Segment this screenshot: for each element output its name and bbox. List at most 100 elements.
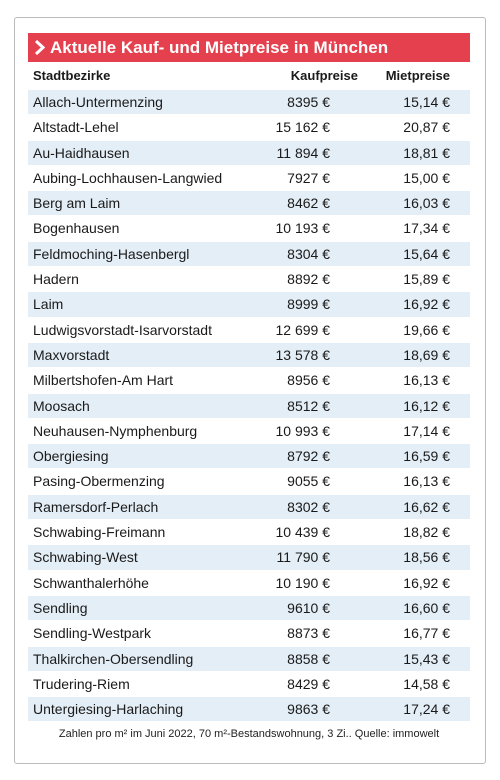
table-row: Au-Haidhausen 11 894 € 18,81 € <box>28 140 470 166</box>
table-cell: 16,92 € <box>403 296 450 313</box>
table-cell: 15,64 € <box>403 245 450 262</box>
table-row: Aubing-Lochhausen-Langwied 7927 € 15,00 € <box>28 166 470 192</box>
table-cell: Pasing-Obermenzing <box>33 473 165 490</box>
table-row: Schwabing-West 11 790 € 18,56 € <box>28 545 470 571</box>
table-cell: 15,14 € <box>403 94 450 110</box>
table-row: Hadern 8892 € 15,89 € <box>28 267 470 293</box>
table-cell: 16,92 € <box>403 574 450 591</box>
table-cell: Thalkirchen-Obersendling <box>33 650 194 667</box>
table-cell: 13 578 € <box>275 346 331 363</box>
table-cell: 15,43 € <box>403 650 450 667</box>
table-row: Pasing-Obermenzing 9055 € 16,13 € <box>28 469 470 495</box>
table-cell: 14,58 € <box>403 675 450 692</box>
frame <box>14 17 486 764</box>
table-cell: 17,34 € <box>403 220 450 237</box>
table-cell: Sendling-Westpark <box>33 625 152 642</box>
table-cell: Moosach <box>33 397 90 414</box>
table-cell: Schwabing-West <box>33 549 138 566</box>
table-cell: 8462 € <box>287 195 330 212</box>
title: Aktuelle Kauf- und Mietpreise in München <box>50 38 389 57</box>
table-cell: 16,13 € <box>403 372 450 389</box>
table-row: Maxvorstadt 13 578 € 18,69 € <box>28 342 470 369</box>
table-cell: 11 894 € <box>276 144 330 161</box>
table-cell: 10 993 € <box>275 422 331 439</box>
table-cell: 15,00 € <box>403 169 450 186</box>
table-row: Sendling-Westpark 8873 € 16,77 € <box>28 621 470 647</box>
table-cell: Bogenhausen <box>33 220 120 237</box>
table-cell: Ramersdorf-Perlach <box>33 498 159 515</box>
table-cell: 18,82 € <box>403 524 450 541</box>
table-cell: 9863 € <box>287 701 330 718</box>
table-cell: 8512 € <box>287 397 330 414</box>
table-row: Thalkirchen-Obersendling 8858 € 15,43 € <box>28 646 470 672</box>
table-cell: 16,13 € <box>403 473 450 490</box>
table-cell: 10 439 € <box>275 524 331 541</box>
table-cell: Aubing-Lochhausen-Langwied <box>33 169 223 186</box>
table-cell: Allach-Untermenzing <box>33 94 163 110</box>
table-cell: 15,89 € <box>403 271 450 288</box>
table-cell: Feldmoching-Hasenbergl <box>33 245 190 262</box>
table-cell: 16,62 € <box>403 498 450 515</box>
table-cell: 16,59 € <box>403 448 450 465</box>
table-row: Schwabing-Freimann 10 439 € 18,82 € <box>28 520 470 546</box>
table-cell: Au-Haidhausen <box>33 144 130 161</box>
table-cell: 17,24 € <box>403 701 450 718</box>
table-cell: 10 193 € <box>275 220 331 237</box>
header-cell: Mietpreise <box>385 68 450 83</box>
table-cell: 8792 € <box>287 448 330 465</box>
table-row: Ludwigsvorstadt-Isarvorstadt 12 699 € 19,6… <box>28 318 470 343</box>
table-row: Sendling 9610 € 16,60 € <box>28 595 470 622</box>
table-row: Laim 8999 € 16,92 € <box>28 292 470 318</box>
table-cell: 19,66 € <box>403 321 450 338</box>
table-cell: 9610 € <box>287 599 330 616</box>
table-row: Trudering-Riem 8429 € 14,58 € <box>28 672 470 698</box>
table-cell: Hadern <box>33 271 79 288</box>
table-row: Neuhausen-Nymphenburg 10 993 € 17,14 € <box>28 419 470 445</box>
table-cell: 18,56 € <box>403 549 450 566</box>
table-cell: Schwanthalerhöhe <box>33 574 149 591</box>
table-row: Bogenhausen 10 193 € 17,34 € <box>28 216 470 242</box>
table-row: Schwanthalerhöhe 10 190 € 16,92 € <box>28 571 470 596</box>
table-row: Moosach 8512 € 16,12 € <box>28 393 470 419</box>
table-cell: 8304 € <box>287 245 330 262</box>
table-cell: Maxvorstadt <box>33 346 110 363</box>
table-cell: Sendling <box>33 599 88 616</box>
table-cell: 17,14 € <box>403 422 450 439</box>
table-cell: 18,69 € <box>403 346 450 363</box>
table-cell: Laim <box>33 296 64 313</box>
table-row: Ramersdorf-Perlach 8302 € 16,62 € <box>28 494 470 521</box>
table-cell: 20,87 € <box>403 119 450 136</box>
table-row: Allach-Untermenzing 8395 € 15,14 € <box>28 90 470 116</box>
table-row: Milbertshofen-Am Hart 8956 € 16,13 € <box>28 368 470 394</box>
table-cell: 8892 € <box>287 271 330 288</box>
table-row: Altstadt-Lehel 15 162 € 20,87 € <box>28 115 470 141</box>
table-cell: 8429 € <box>287 675 330 692</box>
footnote: Zahlen pro m² im Juni 2022, 70 m²-Bestan… <box>58 728 440 740</box>
table-cell: Neuhausen-Nymphenburg <box>33 422 198 439</box>
table-cell: 16,77 € <box>403 625 450 642</box>
table-cell: Untergiesing-Harlaching <box>33 701 184 718</box>
table-cell: Milbertshofen-Am Hart <box>33 372 174 389</box>
table-cell: 8999 € <box>287 296 330 313</box>
table-cell: 18,81 € <box>403 144 450 161</box>
table-cell: 16,12 € <box>403 397 450 414</box>
table-cell: 8302 € <box>287 498 330 515</box>
table-cell: 15 162 € <box>275 119 331 136</box>
table-cell: 9055 € <box>287 473 330 490</box>
table-row: Feldmoching-Hasenbergl 8304 € 15,64 € <box>28 241 470 268</box>
table-cell: 8873 € <box>287 625 330 642</box>
table-cell: Berg am Laim <box>33 195 121 212</box>
table-cell: Schwabing-Freimann <box>33 524 166 541</box>
table-cell: 11 790 € <box>276 549 330 566</box>
table-cell: 8956 € <box>287 372 330 389</box>
table-cell: 7927 € <box>287 169 330 186</box>
header-cell: Kaufpreise <box>290 68 358 83</box>
table-cell: 8858 € <box>287 650 330 667</box>
table-cell: 8395 € <box>287 94 330 110</box>
table-row: Berg am Laim 8462 € 16,03 € <box>28 191 470 217</box>
table-cell: 10 190 € <box>275 574 331 591</box>
table-row: Untergiesing-Harlaching 9863 € 17,24 € <box>28 697 470 723</box>
table-row: Obergiesing 8792 € 16,59 € <box>28 444 470 470</box>
table-cell: 16,60 € <box>403 599 450 616</box>
